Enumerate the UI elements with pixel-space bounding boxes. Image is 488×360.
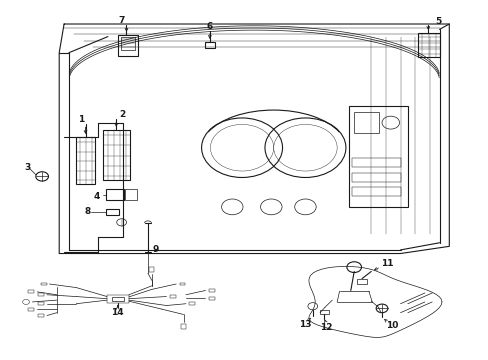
Bar <box>118 35 138 55</box>
Bar <box>76 137 95 184</box>
Bar <box>38 293 43 296</box>
Bar <box>208 297 214 300</box>
Bar <box>417 33 439 57</box>
Bar <box>105 209 119 215</box>
Bar <box>107 295 129 303</box>
Bar <box>41 283 46 285</box>
Bar <box>353 112 378 134</box>
Bar <box>181 324 185 329</box>
Text: 11: 11 <box>380 259 392 268</box>
Text: 10: 10 <box>385 321 397 330</box>
Bar <box>149 267 154 272</box>
Text: 6: 6 <box>206 22 213 31</box>
Bar <box>38 302 43 305</box>
Bar <box>189 302 195 305</box>
Text: 1: 1 <box>78 115 83 124</box>
Text: 9: 9 <box>152 246 159 255</box>
Text: 14: 14 <box>111 308 124 317</box>
Text: 2: 2 <box>119 110 125 119</box>
Bar <box>351 187 400 196</box>
Text: 7: 7 <box>118 16 124 25</box>
Text: 8: 8 <box>84 207 90 216</box>
Bar <box>169 295 175 298</box>
Text: 13: 13 <box>298 320 310 329</box>
Bar <box>179 283 185 285</box>
Bar <box>28 308 34 311</box>
Bar <box>125 189 137 200</box>
Text: 4: 4 <box>94 192 100 201</box>
Bar <box>208 289 214 292</box>
Bar <box>112 297 124 301</box>
Bar <box>351 158 400 167</box>
Bar <box>121 37 135 50</box>
Bar <box>348 107 407 207</box>
Bar <box>28 291 34 293</box>
Bar <box>320 310 328 314</box>
Bar <box>351 173 400 182</box>
Bar <box>103 130 130 180</box>
Bar <box>105 189 124 201</box>
Text: 12: 12 <box>320 323 332 332</box>
Bar <box>204 42 215 48</box>
Bar <box>38 314 43 317</box>
Text: 3: 3 <box>24 163 30 172</box>
Bar <box>356 279 366 284</box>
Text: 5: 5 <box>434 17 440 26</box>
